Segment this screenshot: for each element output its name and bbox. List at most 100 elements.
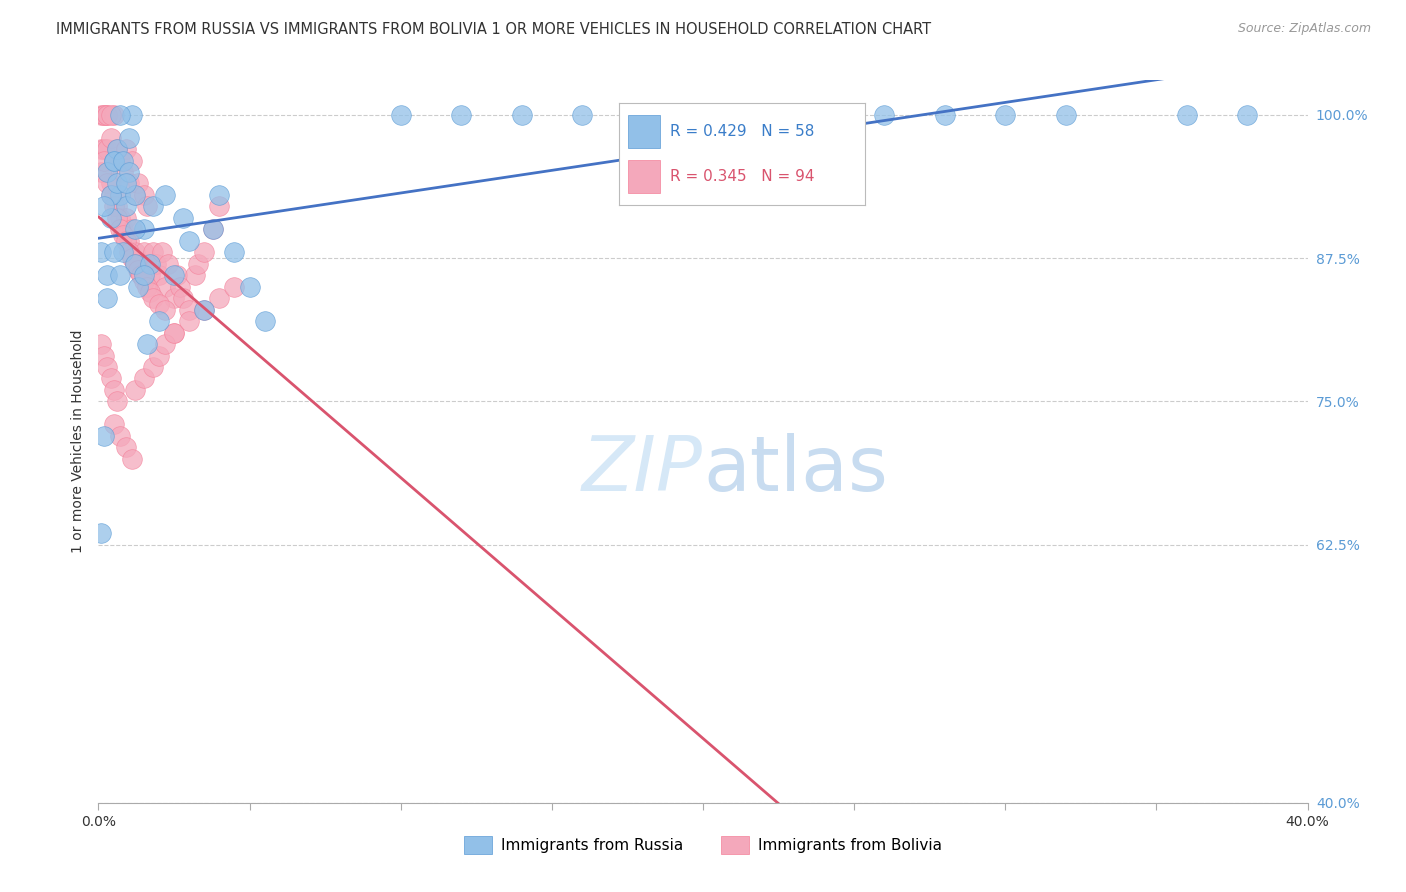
Point	[90, 165, 112, 179]
Point	[114, 177, 136, 191]
Point	[208, 199, 231, 213]
Point	[124, 245, 146, 260]
Point	[103, 188, 125, 202]
Point	[121, 222, 143, 236]
Point	[156, 257, 179, 271]
Point	[93, 108, 115, 122]
Point	[124, 257, 146, 271]
Text: Source: ZipAtlas.com: Source: ZipAtlas.com	[1237, 22, 1371, 36]
Point	[105, 211, 128, 225]
Point	[142, 359, 165, 374]
Point	[108, 153, 131, 168]
Point	[93, 108, 115, 122]
Point	[132, 371, 155, 385]
Point	[129, 268, 152, 283]
Point	[111, 165, 134, 179]
Point	[105, 142, 128, 156]
Point	[96, 108, 118, 122]
Point	[121, 108, 143, 122]
Point	[142, 245, 165, 260]
Point	[114, 199, 136, 213]
Point	[179, 302, 201, 317]
Point	[114, 440, 136, 454]
Point	[105, 394, 128, 409]
Point	[142, 199, 165, 213]
Point	[145, 257, 167, 271]
Point	[111, 228, 134, 243]
Point	[571, 108, 593, 122]
Point	[153, 302, 176, 317]
Point	[132, 222, 155, 236]
Point	[139, 285, 162, 300]
Point	[93, 349, 115, 363]
Point	[202, 222, 225, 236]
Point	[105, 177, 128, 191]
Point	[813, 108, 835, 122]
Point	[994, 108, 1017, 122]
Point	[1236, 108, 1258, 122]
Point	[148, 314, 170, 328]
Point	[510, 108, 533, 122]
Point	[103, 108, 125, 122]
Point	[150, 245, 173, 260]
Point	[124, 188, 146, 202]
Point	[631, 108, 654, 122]
Point	[692, 108, 714, 122]
Point	[934, 108, 956, 122]
Point	[100, 177, 122, 191]
Point	[127, 279, 149, 293]
Point	[105, 199, 128, 213]
Point	[239, 279, 262, 293]
Point	[193, 245, 215, 260]
Point	[103, 153, 125, 168]
Point	[135, 257, 157, 271]
Point	[208, 188, 231, 202]
Point	[172, 211, 194, 225]
Point	[103, 153, 125, 168]
Point	[224, 279, 246, 293]
Point	[124, 257, 146, 271]
Point	[111, 153, 134, 168]
Text: atlas: atlas	[703, 434, 887, 508]
Point	[96, 359, 118, 374]
Point	[96, 291, 118, 305]
Point	[96, 165, 118, 179]
Point	[148, 349, 170, 363]
Point	[121, 451, 143, 466]
Point	[132, 274, 155, 288]
Point	[108, 222, 131, 236]
Point	[96, 165, 118, 179]
Point	[93, 199, 115, 213]
Y-axis label: 1 or more Vehicles in Household: 1 or more Vehicles in Household	[72, 330, 86, 553]
Text: R = 0.429   N = 58: R = 0.429 N = 58	[671, 124, 814, 139]
Point	[163, 326, 186, 340]
Point	[142, 291, 165, 305]
Point	[224, 245, 246, 260]
Point	[111, 245, 134, 260]
Bar	[628, 115, 661, 148]
Point	[179, 234, 201, 248]
Point	[96, 142, 118, 156]
Point	[114, 234, 136, 248]
Point	[153, 279, 176, 293]
Point	[96, 177, 118, 191]
Point	[96, 268, 118, 283]
Point	[118, 165, 141, 179]
Point	[148, 297, 170, 311]
Point	[96, 108, 118, 122]
Point	[90, 526, 112, 541]
Point	[121, 251, 143, 265]
Point	[103, 383, 125, 397]
Point	[132, 268, 155, 283]
Point	[100, 211, 122, 225]
Point	[166, 268, 188, 283]
Point	[103, 417, 125, 432]
Point	[135, 279, 157, 293]
Point	[873, 108, 896, 122]
Point	[129, 268, 152, 283]
Point	[132, 245, 155, 260]
Text: R = 0.345   N = 94: R = 0.345 N = 94	[671, 169, 815, 184]
Point	[111, 222, 134, 236]
Point	[135, 337, 157, 351]
Point	[139, 257, 162, 271]
